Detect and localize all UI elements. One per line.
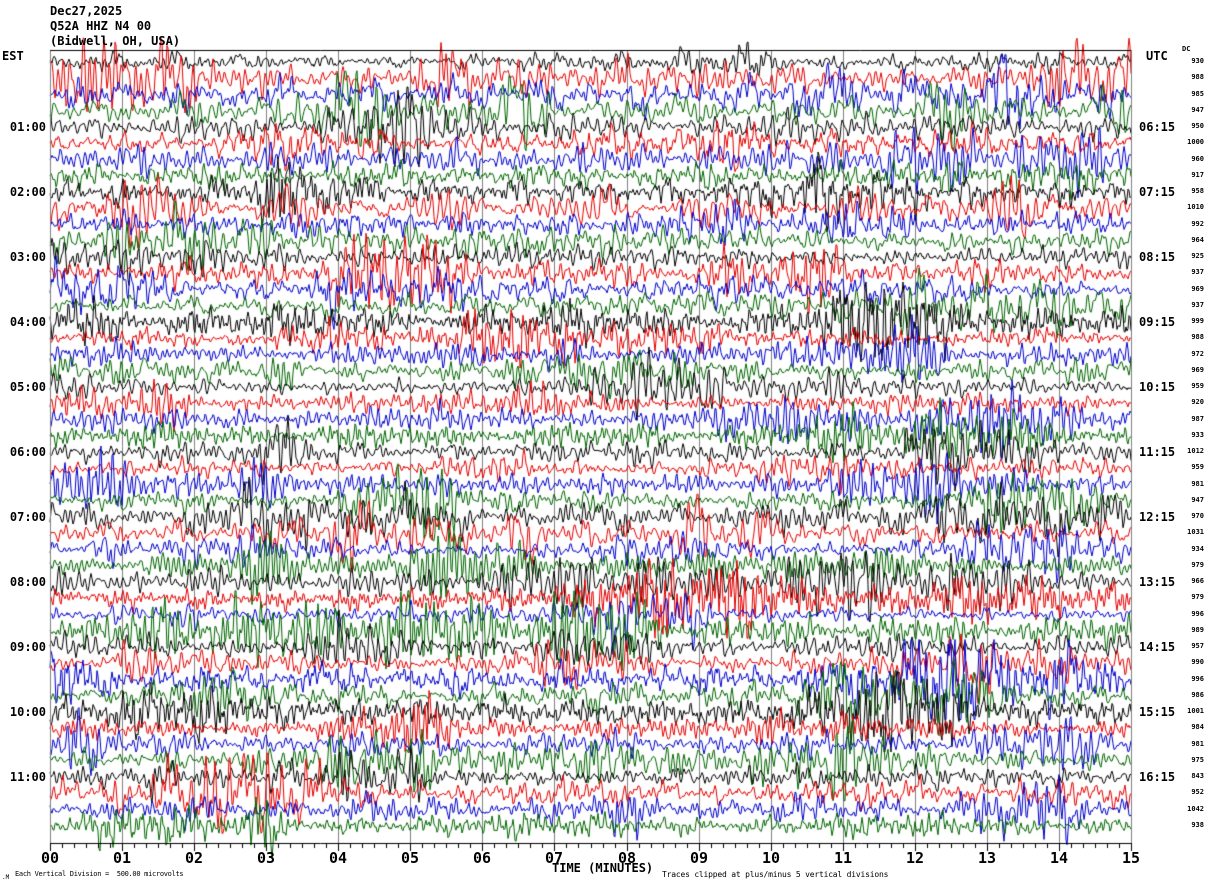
dc-offset-value: 966 — [1191, 577, 1204, 585]
est-hour-label: 05:00 — [9, 380, 46, 394]
est-hour-label: 08:00 — [9, 575, 46, 589]
dc-offset-value: 947 — [1191, 496, 1204, 504]
dc-offset-value: 959 — [1191, 463, 1204, 471]
est-hour-label: 09:00 — [9, 640, 46, 654]
dc-offset-value: 996 — [1191, 610, 1204, 618]
left-timezone-label: EST — [2, 49, 24, 63]
x-tick-label: 02 — [184, 849, 204, 867]
dc-offset-value: 969 — [1191, 366, 1204, 374]
dc-offset-value: 1012 — [1187, 447, 1204, 455]
utc-hour-label: 14:15 — [1139, 640, 1176, 654]
clip-note: Traces clipped at plus/minus 5 vertical … — [662, 870, 889, 879]
dc-offset-value: 979 — [1191, 561, 1204, 569]
est-hour-label: 02:00 — [9, 185, 46, 199]
dc-offset-value: 981 — [1191, 480, 1204, 488]
utc-hour-label: 13:15 — [1139, 575, 1176, 589]
dc-offset-value: 996 — [1191, 675, 1204, 683]
dc-offset-value: 999 — [1191, 317, 1204, 325]
utc-hour-label: 12:15 — [1139, 510, 1176, 524]
dc-offset-value: 950 — [1191, 122, 1204, 130]
dc-offset-value: 986 — [1191, 691, 1204, 699]
x-tick-label: 13 — [977, 849, 997, 867]
dc-offset-value: 920 — [1191, 398, 1204, 406]
dc-offset-value: 930 — [1191, 57, 1204, 65]
x-tick-label: 14 — [1049, 849, 1069, 867]
est-hour-label: 11:00 — [9, 770, 46, 784]
dc-offset-value: 969 — [1191, 285, 1204, 293]
x-tick-label: 05 — [400, 849, 420, 867]
x-tick-label: 12 — [905, 849, 925, 867]
dc-offset-value: 934 — [1191, 545, 1204, 553]
x-tick-label: 00 — [40, 849, 60, 867]
x-tick-label: 10 — [761, 849, 781, 867]
utc-hour-label: 09:15 — [1139, 315, 1176, 329]
x-tick-label: 09 — [689, 849, 709, 867]
dc-offset-value: 925 — [1191, 252, 1204, 260]
dc-offset-value: 937 — [1191, 301, 1204, 309]
dc-offset-value: 958 — [1191, 187, 1204, 195]
dc-offset-value: 960 — [1191, 155, 1204, 163]
dc-offset-value: 947 — [1191, 106, 1204, 114]
title-station: Q52A HHZ N4 00 — [50, 19, 152, 33]
dc-offset-value: 937 — [1191, 268, 1204, 276]
dc-offset-value: 917 — [1191, 171, 1204, 179]
corner-marker: .M — [2, 874, 10, 881]
dc-offset-header: DC — [1182, 45, 1191, 53]
right-timezone-label: UTC — [1146, 49, 1168, 63]
x-tick-label: 11 — [833, 849, 853, 867]
x-tick-label: 03 — [256, 849, 276, 867]
dc-offset-value: 938 — [1191, 821, 1204, 829]
dc-offset-value: 992 — [1191, 220, 1204, 228]
est-hour-label: 04:00 — [9, 315, 46, 329]
utc-hour-label: 16:15 — [1139, 770, 1176, 784]
utc-hour-label: 15:15 — [1139, 705, 1176, 719]
dc-offset-value: 964 — [1191, 236, 1204, 244]
x-tick-label: 04 — [328, 849, 348, 867]
dc-offset-value: 1010 — [1187, 203, 1204, 211]
dc-offset-value: 843 — [1191, 772, 1204, 780]
utc-hour-label: 11:15 — [1139, 445, 1176, 459]
dc-offset-value: 988 — [1191, 333, 1204, 341]
x-axis-label: TIME (MINUTES) — [552, 861, 654, 875]
title-location: (Bidwell, OH, USA) — [50, 34, 181, 48]
dc-offset-value: 957 — [1191, 642, 1204, 650]
scale-note: Each Vertical Division = 500.00 microvol… — [15, 870, 184, 878]
dc-offset-value: 975 — [1191, 756, 1204, 764]
dc-offset-value: 1042 — [1187, 805, 1204, 813]
dc-offset-value: 981 — [1191, 740, 1204, 748]
dc-offset-value: 972 — [1191, 350, 1204, 358]
dc-offset-value: 979 — [1191, 593, 1204, 601]
est-hour-label: 07:00 — [9, 510, 46, 524]
title-date: Dec27,2025 — [50, 4, 123, 18]
dc-offset-value: 952 — [1191, 788, 1204, 796]
dc-offset-value: 987 — [1191, 415, 1204, 423]
dc-offset-value: 959 — [1191, 382, 1204, 390]
dc-offset-value: 970 — [1191, 512, 1204, 520]
dc-offset-value: 1031 — [1187, 528, 1204, 536]
dc-offset-value: 989 — [1191, 626, 1204, 634]
dc-offset-value: 1000 — [1187, 138, 1204, 146]
utc-hour-label: 06:15 — [1139, 120, 1176, 134]
x-tick-label: 08 — [617, 849, 637, 867]
dc-offset-value: 985 — [1191, 90, 1204, 98]
est-hour-label: 10:00 — [9, 705, 46, 719]
x-tick-label: 07 — [544, 849, 564, 867]
est-hour-label: 06:00 — [9, 445, 46, 459]
utc-hour-label: 07:15 — [1139, 185, 1176, 199]
dc-offset-value: 990 — [1191, 658, 1204, 666]
dc-offset-value: 984 — [1191, 723, 1204, 731]
x-tick-label: 01 — [112, 849, 132, 867]
utc-hour-label: 08:15 — [1139, 250, 1176, 264]
dc-offset-value: 933 — [1191, 431, 1204, 439]
est-hour-label: 01:00 — [9, 120, 46, 134]
dc-offset-value: 1001 — [1187, 707, 1204, 715]
x-tick-label: 15 — [1121, 849, 1141, 867]
utc-hour-label: 10:15 — [1139, 380, 1176, 394]
dc-offset-value: 988 — [1191, 73, 1204, 81]
est-hour-label: 03:00 — [9, 250, 46, 264]
x-tick-label: 06 — [472, 849, 492, 867]
